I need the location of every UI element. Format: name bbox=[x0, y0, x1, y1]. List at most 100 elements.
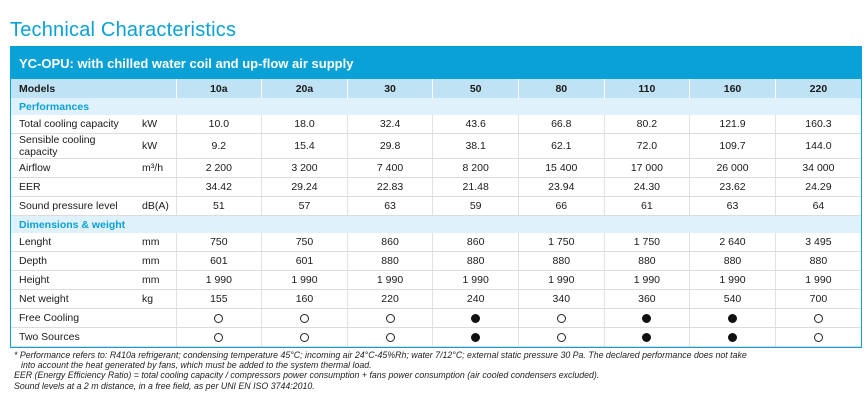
value-cell: 880 bbox=[603, 251, 690, 271]
section-title: Performances bbox=[11, 98, 861, 115]
value-cell: 15 400 bbox=[517, 158, 605, 178]
row-label: Height bbox=[11, 270, 137, 290]
model-header: 160 bbox=[689, 79, 776, 98]
spec-body: Models 10a 20a 30 50 80 110 160 220 Perf… bbox=[11, 79, 861, 347]
value-cell: 3 200 bbox=[261, 158, 348, 178]
row-label: Two Sources bbox=[11, 327, 137, 347]
value-cell: 1 990 bbox=[603, 270, 690, 290]
table-row: Sound pressure level dB(A) 51 57 63 59 66 61 63 6… bbox=[11, 196, 861, 216]
availability-cell bbox=[603, 327, 690, 347]
model-header: 50 bbox=[432, 79, 519, 98]
table-banner: YC-OPU: with chilled water coil and up-f… bbox=[11, 47, 861, 79]
value-cell: 26 000 bbox=[689, 158, 776, 178]
row-unit: mm bbox=[136, 270, 177, 290]
value-cell: 860 bbox=[432, 233, 519, 252]
availability-cell bbox=[261, 327, 348, 347]
value-cell: 1 990 bbox=[517, 270, 605, 290]
filled-dot-icon bbox=[642, 332, 652, 342]
model-header: 80 bbox=[517, 79, 605, 98]
model-header: 110 bbox=[603, 79, 690, 98]
value-cell: 15.4 bbox=[261, 133, 348, 159]
value-cell: 880 bbox=[346, 251, 433, 271]
value-cell: 23.62 bbox=[689, 177, 776, 197]
row-label: Sensible cooling capacity bbox=[11, 133, 137, 159]
table-row: Total cooling capacity kW 10.0 18.0 32.4 43.6… bbox=[11, 115, 861, 134]
value-cell: 340 bbox=[517, 289, 605, 309]
availability-cell bbox=[774, 308, 861, 328]
models-header-row: Models 10a 20a 30 50 80 110 160 220 bbox=[11, 79, 861, 98]
row-unit: mm bbox=[136, 233, 177, 252]
section-header-row: Dimensions & weight bbox=[11, 215, 861, 233]
row-unit: m³/h bbox=[136, 158, 177, 178]
row-label: Net weight bbox=[11, 289, 137, 309]
table-row: Lenght mm 750 750 860 860 1 750 1 750 2 640 3 495 bbox=[11, 233, 861, 252]
value-cell: 144.0 bbox=[774, 133, 861, 159]
value-cell: 66.8 bbox=[517, 115, 605, 134]
value-cell: 34.42 bbox=[175, 177, 262, 197]
value-cell: 540 bbox=[689, 289, 776, 309]
value-cell: 220 bbox=[346, 289, 433, 309]
availability-cell bbox=[175, 308, 262, 328]
availability-cell bbox=[689, 308, 776, 328]
open-circle-icon bbox=[299, 332, 309, 342]
open-circle-icon bbox=[214, 313, 224, 323]
value-cell: 2 640 bbox=[689, 233, 776, 252]
section-header-row: Performances bbox=[11, 98, 861, 115]
value-cell: 750 bbox=[261, 233, 348, 252]
availability-cell bbox=[603, 308, 690, 328]
value-cell: 8 200 bbox=[432, 158, 519, 178]
open-circle-icon bbox=[385, 332, 395, 342]
value-cell: 1 750 bbox=[517, 233, 605, 252]
row-unit: mm bbox=[136, 251, 177, 271]
footnote-sound: Sound levels at a 2 m distance, in a fre… bbox=[14, 380, 315, 391]
value-cell: 66 bbox=[517, 196, 605, 216]
footnote-eer: EER (Energy Efficiency Ratio) = total co… bbox=[14, 370, 600, 381]
footnote-performance: * Performance refers to: R410a refrigera… bbox=[14, 350, 747, 360]
row-unit: dB(A) bbox=[136, 196, 177, 216]
section-title: Dimensions & weight bbox=[11, 215, 861, 233]
value-cell: 601 bbox=[261, 251, 348, 271]
row-label: Total cooling capacity bbox=[11, 115, 137, 134]
value-cell: 1 990 bbox=[346, 270, 433, 290]
value-cell: 155 bbox=[175, 289, 262, 309]
filled-dot-icon bbox=[642, 313, 652, 323]
value-cell: 109.7 bbox=[689, 133, 776, 159]
table-row: Two Sources bbox=[11, 327, 861, 347]
open-circle-icon bbox=[556, 332, 566, 342]
value-cell: 62.1 bbox=[517, 133, 605, 159]
open-circle-icon bbox=[299, 313, 309, 323]
value-cell: 2 200 bbox=[175, 158, 262, 178]
value-cell: 34 000 bbox=[774, 158, 861, 178]
value-cell: 1 990 bbox=[432, 270, 519, 290]
value-cell: 160.3 bbox=[774, 115, 861, 134]
availability-cell bbox=[346, 327, 433, 347]
row-unit bbox=[136, 308, 177, 328]
value-cell: 750 bbox=[175, 233, 262, 252]
table-row: Height mm 1 990 1 990 1 990 1 990 1 990 1 990 1 … bbox=[11, 270, 861, 290]
value-cell: 63 bbox=[346, 196, 433, 216]
value-cell: 24.30 bbox=[603, 177, 690, 197]
filled-dot-icon bbox=[728, 332, 737, 342]
value-cell: 1 990 bbox=[774, 270, 861, 290]
table-row: Depth mm 601 601 880 880 880 880 880 880 bbox=[11, 251, 861, 271]
value-cell: 860 bbox=[346, 233, 433, 252]
value-cell: 700 bbox=[774, 289, 861, 309]
value-cell: 7 400 bbox=[346, 158, 433, 178]
value-cell: 18.0 bbox=[261, 115, 348, 134]
spec-grid: Models 10a 20a 30 50 80 110 160 220 Perf… bbox=[11, 79, 861, 347]
value-cell: 1 990 bbox=[175, 270, 262, 290]
model-header: 30 bbox=[346, 79, 433, 98]
value-cell: 9.2 bbox=[175, 133, 262, 159]
open-circle-icon bbox=[556, 313, 566, 323]
row-unit: kW bbox=[136, 115, 177, 134]
availability-cell bbox=[432, 308, 519, 328]
value-cell: 1 990 bbox=[261, 270, 348, 290]
value-cell: 160 bbox=[261, 289, 348, 309]
filled-dot-icon bbox=[728, 313, 737, 323]
value-cell: 61 bbox=[603, 196, 690, 216]
table-row: Sensible cooling capacity kW 9.2 15.4 29.8 38… bbox=[11, 133, 861, 159]
value-cell: 360 bbox=[603, 289, 690, 309]
row-label: Airflow bbox=[11, 158, 137, 178]
row-unit: kW bbox=[136, 133, 177, 159]
row-unit bbox=[136, 177, 177, 197]
